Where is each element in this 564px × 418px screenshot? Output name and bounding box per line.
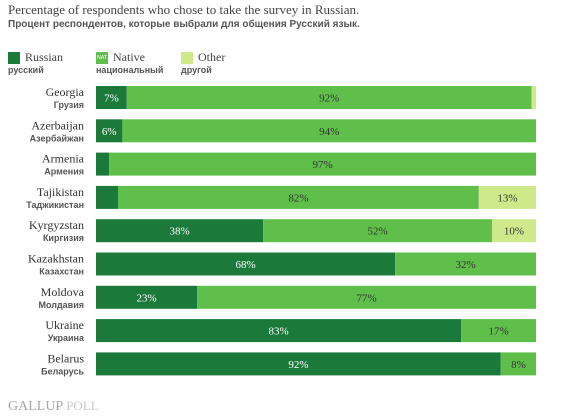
legend-native-mark: NAT bbox=[97, 55, 107, 61]
category-label-ru-kyrgyzstan: Киргизия bbox=[43, 233, 84, 243]
category-label-moldova: Moldova bbox=[41, 285, 85, 299]
gallup-poll-logo: GALLUP POLL bbox=[8, 398, 99, 415]
data-label-ukraine-russian: 83% bbox=[269, 326, 289, 338]
legend-swatch-native bbox=[96, 52, 108, 64]
bar-kazakhstan-native bbox=[395, 252, 536, 276]
bar-tajikistan-native bbox=[118, 185, 479, 209]
logo-suffix: POLL bbox=[66, 398, 99, 413]
data-label-azerbaijan-russian: 6% bbox=[102, 126, 117, 138]
bar-georgia-other bbox=[531, 86, 536, 109]
category-label-ru-kazakhstan: Казахстан bbox=[39, 267, 84, 277]
bar-tajikistan-other bbox=[478, 185, 536, 209]
bar-ukraine-russian bbox=[96, 319, 462, 343]
category-label-ru-moldova: Молдавия bbox=[38, 300, 84, 310]
chart-subtitle: Процент респондентов, которые выбрали дл… bbox=[8, 19, 360, 30]
legend-swatch-other bbox=[181, 52, 193, 64]
data-label-moldova-native: 77% bbox=[357, 292, 377, 304]
logo-name: GALLUP bbox=[8, 399, 63, 414]
data-label-belarus-russian: 92% bbox=[288, 359, 308, 371]
bar-belarus-native bbox=[500, 352, 536, 376]
category-label-georgia: Georgia bbox=[46, 85, 85, 99]
bar-georgia-russian bbox=[96, 86, 127, 109]
legend-label-native: Native bbox=[113, 50, 145, 64]
data-label-moldova-russian: 23% bbox=[137, 292, 157, 304]
bar-kyrgyzstan-native bbox=[263, 219, 492, 243]
bar-kyrgyzstan-russian bbox=[96, 219, 264, 243]
bar-azerbaijan-russian bbox=[96, 119, 123, 143]
data-label-georgia-russian: 7% bbox=[104, 93, 119, 105]
data-label-kyrgyzstan-russian: 38% bbox=[170, 226, 190, 238]
data-label-kazakhstan-russian: 68% bbox=[236, 259, 256, 271]
category-label-ru-ukraine: Украина bbox=[48, 333, 85, 343]
legend-label-russian-ru: русский bbox=[8, 65, 44, 75]
category-label-azerbaijan: Azerbaijan bbox=[31, 118, 84, 132]
data-label-kazakhstan-native: 32% bbox=[456, 259, 476, 271]
data-label-kyrgyzstan-other: 10% bbox=[504, 226, 524, 238]
bar-armenia-russian bbox=[96, 152, 110, 176]
data-label-tajikistan-native: 82% bbox=[288, 192, 308, 204]
category-label-ru-armenia: Армения bbox=[44, 167, 84, 177]
category-label-ru-tajikistan: Таджикистан bbox=[26, 200, 84, 210]
bar-kazakhstan-russian bbox=[96, 252, 396, 276]
legend-label-russian: Russian bbox=[25, 50, 64, 64]
data-label-georgia-native: 92% bbox=[319, 93, 339, 105]
legend-label-other-ru: другой bbox=[181, 65, 212, 75]
category-label-armenia: Armenia bbox=[42, 152, 85, 166]
bar-azerbaijan-native bbox=[122, 119, 537, 143]
bar-moldova-russian bbox=[96, 285, 198, 309]
category-label-kyrgyzstan: Kyrgyzstan bbox=[29, 218, 84, 232]
category-label-belarus: Belarus bbox=[47, 351, 84, 365]
category-label-kazakhstan: Kazakhstan bbox=[28, 252, 84, 266]
category-label-ukraine: Ukraine bbox=[45, 318, 84, 332]
legend-label-other: Other bbox=[198, 50, 226, 64]
bar-armenia-native bbox=[109, 152, 536, 176]
bar-ukraine-native bbox=[461, 319, 536, 343]
data-label-ukraine-native: 17% bbox=[489, 326, 509, 338]
bar-tajikistan-russian bbox=[96, 185, 118, 209]
category-label-ru-belarus: Беларусь bbox=[41, 366, 84, 376]
category-label-ru-georgia: Грузия bbox=[54, 100, 84, 110]
data-label-tajikistan-other: 13% bbox=[497, 192, 517, 204]
data-label-kyrgyzstan-native: 52% bbox=[368, 226, 388, 238]
bar-kyrgyzstan-other bbox=[492, 219, 536, 243]
bar-georgia-native bbox=[126, 86, 532, 109]
data-label-azerbaijan-native: 94% bbox=[319, 126, 339, 138]
chart-title: Percentage of respondents who chose to t… bbox=[8, 2, 360, 17]
legend-label-native-ru: национальный bbox=[96, 65, 164, 75]
legend-swatch-russian bbox=[8, 52, 20, 64]
data-label-armenia-native: 97% bbox=[313, 159, 333, 171]
data-label-belarus-native: 8% bbox=[511, 359, 526, 371]
category-label-tajikistan: Tajikistan bbox=[37, 185, 84, 199]
category-label-ru-azerbaijan: Азербайжан bbox=[30, 133, 84, 143]
bar-moldova-native bbox=[197, 285, 536, 309]
bar-belarus-russian bbox=[96, 352, 501, 376]
